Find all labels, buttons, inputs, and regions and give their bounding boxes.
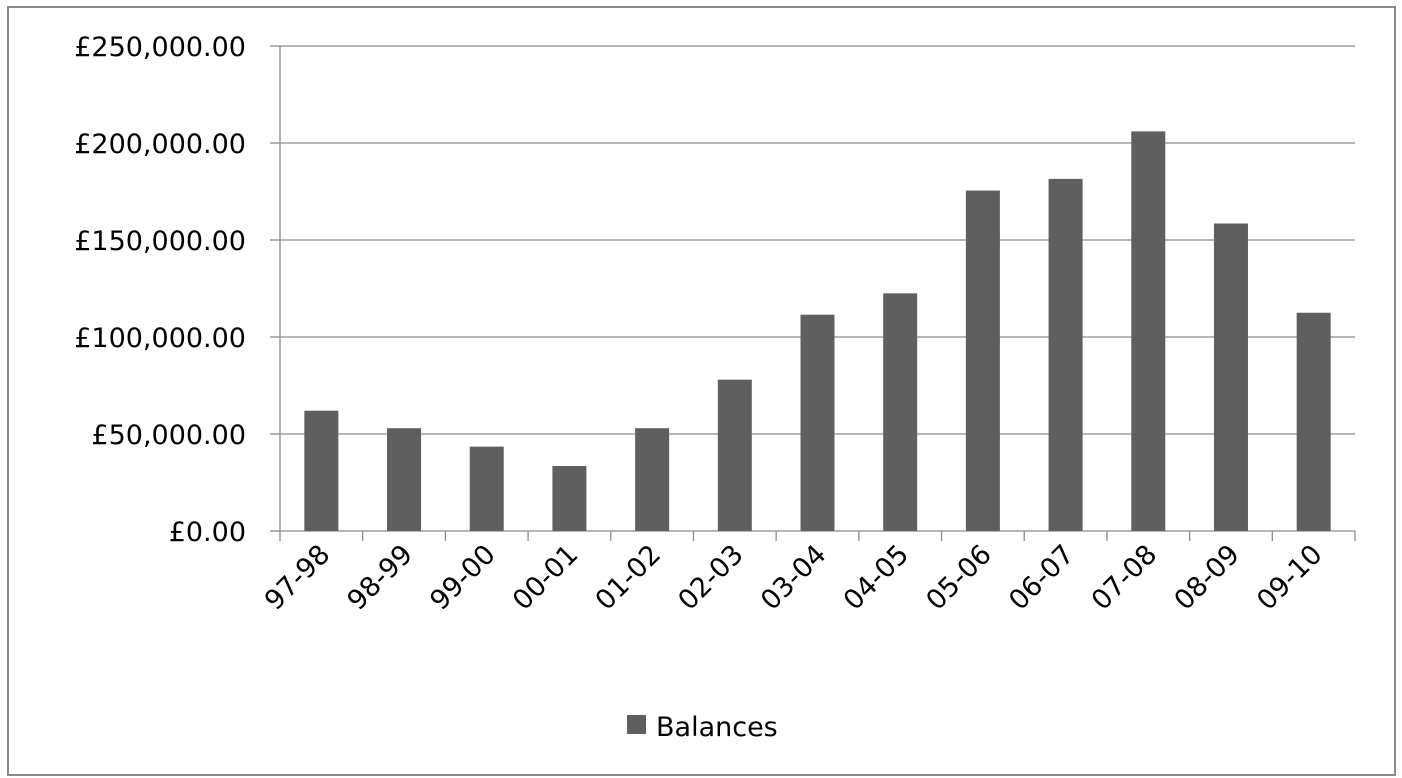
x-tick-label: 04-05	[838, 539, 915, 616]
x-tick-label: 98-99	[342, 539, 419, 616]
x-tick-label: 02-03	[672, 539, 749, 616]
x-tick-label: 01-02	[590, 539, 667, 616]
x-tick-labels: 97-98 98-99 99-00 00-01 01-02 02-03 03-04 04-05…	[259, 539, 1329, 616]
y-tick-label: £250,000.00	[74, 32, 246, 63]
bar	[469, 446, 504, 531]
bar	[387, 428, 422, 531]
y-tick-labels: £0.00 £50,000.00 £100,000.00 £150,000.00 £20…	[74, 32, 246, 548]
x-tick-label: 08-09	[1169, 539, 1246, 616]
bars	[304, 131, 1331, 532]
bar	[1048, 178, 1083, 531]
gridlines	[270, 45, 1355, 532]
legend-swatch	[627, 715, 646, 734]
bar	[800, 314, 835, 531]
bar	[304, 410, 339, 531]
x-tick-label: 97-98	[259, 539, 336, 616]
y-tick-label: £50,000.00	[91, 420, 246, 451]
y-tick-label: £200,000.00	[74, 129, 246, 160]
bar	[965, 190, 1000, 531]
bar	[1296, 312, 1331, 531]
legend: Balances	[627, 712, 778, 743]
bar	[1131, 131, 1166, 532]
x-tick-label: 09-10	[1251, 539, 1328, 616]
x-tick-label: 06-07	[1003, 539, 1080, 616]
x-tick-label: 03-04	[755, 539, 832, 616]
x-tick-label: 05-06	[920, 539, 997, 616]
x-tick-label: 00-01	[507, 539, 584, 616]
y-tick-label: £0.00	[169, 517, 246, 548]
bar	[883, 293, 918, 531]
bar	[717, 379, 752, 531]
x-tick-label: 99-00	[424, 539, 501, 616]
y-tick-label: £150,000.00	[74, 226, 246, 257]
x-tick-label: 07-08	[1086, 539, 1163, 616]
bar	[1213, 223, 1248, 531]
bar	[552, 466, 587, 531]
legend-label: Balances	[656, 712, 778, 743]
y-tick-label: £100,000.00	[74, 323, 246, 354]
bar	[635, 428, 670, 531]
